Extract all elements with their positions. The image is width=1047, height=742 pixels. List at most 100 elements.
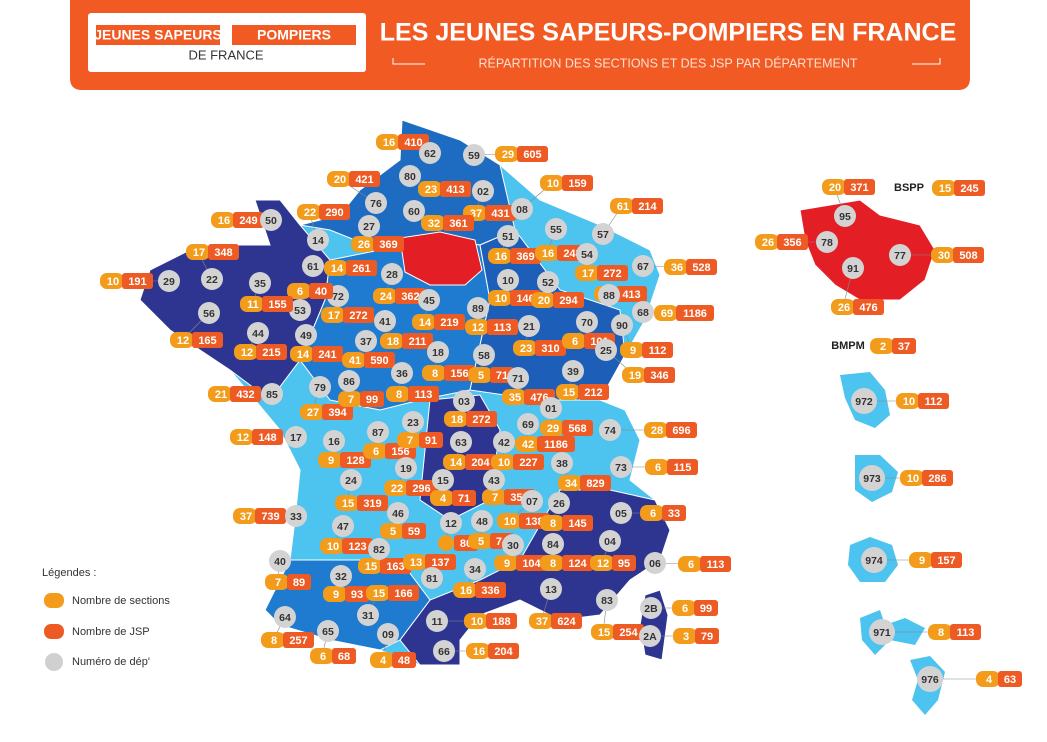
- jsp-badge: [443, 215, 474, 231]
- sections-badge: [909, 552, 933, 568]
- dept-code: 65: [322, 626, 334, 638]
- dept-circle: [302, 255, 324, 277]
- jsp-badge: [998, 671, 1022, 687]
- jsp-value: 356: [783, 237, 801, 249]
- dept-circle: [377, 623, 399, 645]
- jsp-badge: [343, 307, 374, 323]
- dept-circle: [467, 297, 489, 319]
- jsp-badge: [208, 244, 239, 260]
- jsp-value: 137: [431, 557, 449, 569]
- dept-circle: [483, 469, 505, 491]
- jsp-badge: [332, 648, 356, 664]
- dept-circle: [548, 492, 570, 514]
- sections-value: 8: [550, 518, 556, 530]
- sections-badge: [438, 535, 454, 551]
- jsp-value: 212: [584, 387, 602, 399]
- sections-value: 5: [390, 526, 396, 538]
- sections-value: 10: [907, 473, 919, 485]
- sections-badge: [622, 367, 646, 383]
- dept-code: 77: [894, 250, 906, 262]
- jsp-badge: [122, 273, 153, 289]
- sections-badge: [755, 234, 779, 250]
- jsp-badge: [953, 247, 984, 263]
- deco: [392, 58, 941, 65]
- dept-code: 68: [637, 307, 649, 319]
- legend-label: Nombre de JSP: [72, 626, 150, 638]
- sections-badge: [932, 180, 956, 196]
- dept-circle: [598, 284, 620, 306]
- jsp-badge: [252, 429, 283, 445]
- logo-band: [232, 25, 356, 45]
- jsp-badge: [931, 552, 962, 568]
- jsp-value: 159: [568, 178, 586, 190]
- sections-badge: [870, 338, 894, 354]
- dept-circle: [198, 302, 220, 324]
- jsp-badge: [676, 305, 714, 321]
- jsp-badge: [535, 340, 566, 356]
- jsp-value: 319: [363, 498, 381, 510]
- sections-badge: [421, 215, 445, 231]
- sections-value: 15: [342, 498, 354, 510]
- jsp-value: 257: [289, 635, 307, 647]
- sections-badge: [529, 613, 553, 629]
- jsp-badge: [349, 171, 380, 187]
- sections-value: 22: [391, 483, 403, 495]
- dept-code: 46: [392, 508, 404, 520]
- sections-value: 10: [547, 178, 559, 190]
- sections-value: 37: [240, 511, 252, 523]
- dept-code: 66: [438, 646, 450, 658]
- dept-circle: [285, 426, 307, 448]
- jsp-badge: [517, 146, 548, 162]
- dept-code: 10: [502, 275, 514, 287]
- sections-badge: [531, 292, 555, 308]
- dept-circle: [537, 271, 559, 293]
- sections-badge: [186, 244, 210, 260]
- sections-value: 9: [504, 558, 510, 570]
- sections-badge: [540, 555, 564, 571]
- dept-circle: [440, 512, 462, 534]
- sections-badge: [318, 452, 342, 468]
- sections-value: 8: [550, 558, 556, 570]
- dept-circle: [402, 411, 424, 433]
- jsp-value: 605: [523, 149, 541, 161]
- jsp-badge: [406, 480, 437, 496]
- jsp-value: 346: [650, 370, 668, 382]
- dept-code: 89: [472, 303, 484, 315]
- sections-badge: [335, 495, 359, 511]
- dept-code: 12: [445, 518, 457, 530]
- dept-code: 74: [604, 425, 616, 437]
- jsp-badge: [392, 652, 416, 668]
- sections-badge: [444, 411, 468, 427]
- dept-circle: [432, 469, 454, 491]
- dept-circle: [889, 244, 911, 266]
- sections-value: 12: [241, 347, 253, 359]
- dept-circle: [330, 565, 352, 587]
- jsp-value: 296: [412, 483, 430, 495]
- jsp-badge: [562, 420, 593, 436]
- sections-value: 34: [565, 478, 578, 490]
- sections-value: 14: [297, 349, 310, 361]
- sections-badge: [502, 389, 526, 405]
- jsp-value: 165: [198, 335, 216, 347]
- jsp-badge: [613, 624, 644, 640]
- jsp-value: 361: [449, 218, 467, 230]
- sections-badge: [363, 443, 387, 459]
- sections-badge: [386, 386, 410, 402]
- sections-badge: [384, 480, 408, 496]
- jsp-value: 245: [960, 183, 978, 195]
- dept-code: 80: [404, 171, 416, 183]
- dept-circle: [639, 625, 661, 647]
- sections-badge: [590, 555, 614, 571]
- sections-badge: [558, 475, 582, 491]
- dept-code: 95: [839, 211, 851, 223]
- jsp-value: 290: [325, 207, 343, 219]
- sections-value: 5: [478, 370, 484, 382]
- dept-circle: [540, 578, 562, 600]
- jsp-value: 99: [366, 394, 378, 406]
- dept-circle: [295, 324, 317, 346]
- jsp-value: 63: [1004, 674, 1016, 686]
- sections-value: 13: [410, 557, 422, 569]
- sections-value: 15: [598, 627, 610, 639]
- dept-code: 34: [469, 564, 481, 576]
- sections-value: 6: [297, 286, 303, 298]
